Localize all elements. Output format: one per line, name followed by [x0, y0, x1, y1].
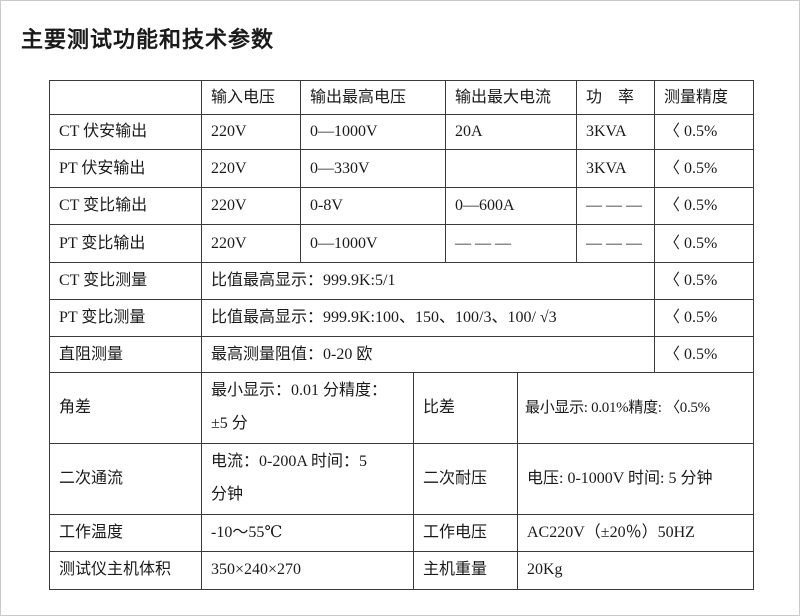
- header-max-output-current: 输出最大电流: [445, 80, 577, 115]
- row-ct-va-output: CT 伏安输出 220V 0—1000V 20A 3KVA 〈 0.5%: [49, 114, 754, 150]
- cell-ct-ratio-input: 220V: [201, 187, 301, 225]
- row-ct-ratio-measure: CT 变比测量 比值最高显示：999.9K:5/1 〈 0.5%: [49, 262, 754, 300]
- cell-dc-resistance-accuracy: 〈 0.5%: [654, 336, 754, 373]
- cell-dc-resistance-value: 最高测量阻值：0-20 欧: [201, 336, 655, 373]
- cell-secondary-flow-value: 电流：0-200A 时间：5 分钟: [201, 442, 414, 515]
- cell-working-temp-value: -10～55℃: [201, 513, 414, 552]
- cell-working-voltage-label: 工作电压: [413, 513, 518, 552]
- cell-pt-ratio-input: 220V: [201, 224, 301, 263]
- row-pt-ratio-measure: PT 变比测量 比值最高显示：999.9K:100、150、100/3、100/…: [49, 299, 754, 337]
- header-max-output-voltage: 输出最高电压: [300, 80, 446, 115]
- cell-pt-ratio-label: PT 变比输出: [49, 224, 202, 263]
- spec-table: 输入电压 输出最高电压 输出最大电流 功 率 测量精度 CT 伏安输出 220V…: [49, 80, 754, 590]
- cell-ct-va-accuracy: 〈 0.5%: [654, 114, 754, 150]
- cell-secondary-flow-label: 二次通流: [49, 442, 202, 515]
- cell-working-voltage-value: AC220V（±20％）50HZ: [517, 513, 754, 552]
- cell-ct-ratio-accuracy: 〈 0.5%: [654, 187, 754, 225]
- header-row: 输入电压 输出最高电压 输出最大电流 功 率 测量精度: [49, 80, 754, 115]
- cell-ct-va-input: 220V: [201, 114, 301, 150]
- cell-pt-ratio-measure-accuracy: 〈 0.5%: [654, 299, 754, 337]
- cell-ct-ratio-current: 0—600A: [445, 187, 577, 225]
- row-secondary-flow: 二次通流 电流：0-200A 时间：5 分钟 二次耐压 电压: 0-1000V …: [49, 442, 754, 515]
- cell-pt-ratio-measure-label: PT 变比测量: [49, 299, 202, 337]
- cell-pt-va-current: [445, 149, 577, 188]
- cell-pt-va-input: 220V: [201, 149, 301, 188]
- row-angle-error: 角差 最小显示：0.01 分精度： ±5 分 比差 最小显示: 0.01%精度:…: [49, 372, 754, 444]
- spec-table-upper: 输入电压 输出最高电压 输出最大电流 功 率 测量精度 CT 伏安输出 220V…: [49, 80, 754, 373]
- cell-ct-ratio-measure-label: CT 变比测量: [49, 262, 202, 300]
- cell-pt-ratio-voltage: 0—1000V: [300, 224, 446, 263]
- cell-ct-ratio-measure-value: 比值最高显示：999.9K:5/1: [201, 262, 655, 300]
- cell-ct-va-power: 3KVA: [576, 114, 655, 150]
- cell-pt-ratio-power: — — —: [576, 224, 655, 263]
- row-size-weight: 测试仪主机体积 350×240×270 主机重量 20Kg: [49, 550, 754, 590]
- header-power: 功 率: [576, 80, 655, 115]
- row-working-temp: 工作温度 -10～55℃ 工作电压 AC220V（±20％）50HZ: [49, 513, 754, 552]
- page-title: 主要测试功能和技术参数: [21, 27, 275, 52]
- cell-ct-va-label: CT 伏安输出: [49, 114, 202, 150]
- cell-pt-va-power: 3KVA: [576, 149, 655, 188]
- cell-host-weight-value: 20Kg: [517, 550, 754, 590]
- cell-pt-va-voltage: 0—330V: [300, 149, 446, 188]
- cell-dc-resistance-label: 直阻测量: [49, 336, 202, 373]
- header-input-voltage: 输入电压: [201, 80, 301, 115]
- cell-ct-ratio-label: CT 变比输出: [49, 187, 202, 225]
- cell-pt-ratio-accuracy: 〈 0.5%: [654, 224, 754, 263]
- cell-pt-va-label: PT 伏安输出: [49, 149, 202, 188]
- header-accuracy: 测量精度: [654, 80, 754, 115]
- cell-host-size-label: 测试仪主机体积: [49, 550, 202, 590]
- cell-angle-error-value: 最小显示：0.01 分精度： ±5 分: [201, 372, 414, 444]
- header-corner: [49, 80, 202, 115]
- row-dc-resistance: 直阻测量 最高测量阻值：0-20 欧 〈 0.5%: [49, 336, 754, 373]
- row-ct-ratio-output: CT 变比输出 220V 0-8V 0—600A — — — 〈 0.5%: [49, 187, 754, 225]
- cell-angle-error-label: 角差: [49, 372, 202, 444]
- row-pt-ratio-output: PT 变比输出 220V 0—1000V — — — — — — 〈 0.5%: [49, 224, 754, 263]
- cell-secondary-withstand-label: 二次耐压: [413, 442, 518, 515]
- cell-working-temp-label: 工作温度: [49, 513, 202, 552]
- cell-ct-va-voltage: 0—1000V: [300, 114, 446, 150]
- cell-ct-ratio-measure-accuracy: 〈 0.5%: [654, 262, 754, 300]
- cell-host-size-value: 350×240×270: [201, 550, 414, 590]
- cell-ct-ratio-power: — — —: [576, 187, 655, 225]
- cell-ct-ratio-voltage: 0-8V: [300, 187, 446, 225]
- cell-pt-ratio-measure-value: 比值最高显示：999.9K:100、150、100/3、100/ √3: [201, 299, 655, 337]
- cell-host-weight-label: 主机重量: [413, 550, 518, 590]
- spec-table-lower: 角差 最小显示：0.01 分精度： ±5 分 比差 最小显示: 0.01%精度:…: [49, 372, 754, 590]
- cell-ratio-error-label: 比差: [413, 372, 518, 444]
- cell-ratio-error-value: 最小显示: 0.01%精度: 〈0.5%: [517, 372, 754, 444]
- row-pt-va-output: PT 伏安输出 220V 0—330V 3KVA 〈 0.5%: [49, 149, 754, 188]
- cell-pt-va-accuracy: 〈 0.5%: [654, 149, 754, 188]
- cell-secondary-withstand-value: 电压: 0-1000V 时间: 5 分钟: [517, 442, 754, 515]
- cell-ct-va-current: 20A: [445, 114, 577, 150]
- cell-pt-ratio-current: — — —: [445, 224, 577, 263]
